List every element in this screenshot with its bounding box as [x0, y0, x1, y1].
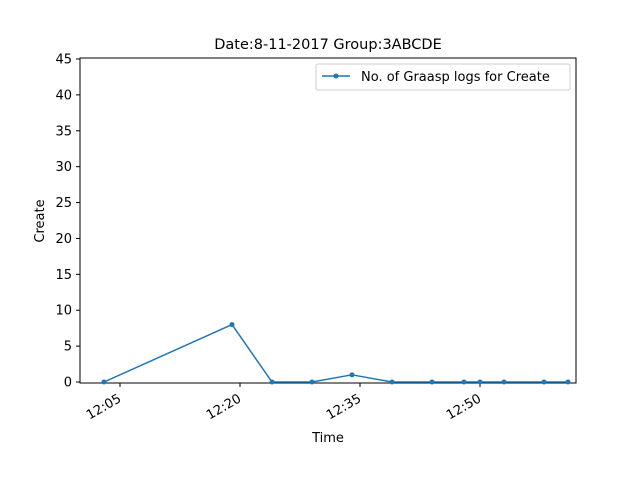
series-line	[103, 323, 568, 383]
y-tick-label: 15	[55, 268, 72, 283]
y-tick-label: 10	[55, 304, 72, 319]
x-tick-label: 12:35	[324, 391, 364, 423]
y-tick-label: 45	[55, 53, 72, 68]
data-point	[565, 379, 571, 385]
data-point	[389, 379, 395, 385]
series-layer	[101, 322, 571, 385]
chart-title: Date:8-11-2017 Group:3ABCDE	[214, 37, 442, 53]
x-axis: 12:05 12:20 12:35 12:50	[84, 383, 484, 423]
data-point	[461, 379, 467, 385]
x-axis-label: Time	[311, 431, 344, 446]
legend-entry-create: No. of Graasp logs for Create	[361, 70, 550, 85]
x-tick-label: 12:05	[84, 391, 124, 423]
y-tick-label: 35	[55, 124, 72, 139]
y-tick-label: 30	[55, 160, 72, 175]
data-point	[349, 372, 355, 378]
x-tick-label: 12:50	[444, 391, 484, 423]
y-tick-label: 40	[55, 88, 72, 103]
y-tick-label: 25	[55, 196, 72, 211]
legend-box	[315, 63, 571, 91]
data-point	[269, 379, 275, 385]
plot-area	[79, 57, 577, 384]
y-tick-label: 5	[64, 340, 72, 355]
legend-point-marker	[333, 73, 339, 79]
data-point	[477, 379, 483, 385]
y-tick-label: 0	[64, 376, 72, 391]
y-axis: 0 5 10 15 20 25 30 35 40 45	[55, 53, 80, 391]
y-tick-label: 20	[55, 232, 72, 247]
data-point	[501, 379, 507, 385]
y-axis-label: Create	[33, 199, 48, 242]
data-point	[309, 379, 315, 385]
data-point	[229, 322, 235, 328]
data-point	[429, 379, 435, 385]
data-point	[541, 379, 547, 385]
x-tick-label: 12:20	[204, 391, 244, 423]
legend: No. of Graasp logs for Create	[315, 63, 571, 91]
data-point	[101, 379, 107, 385]
